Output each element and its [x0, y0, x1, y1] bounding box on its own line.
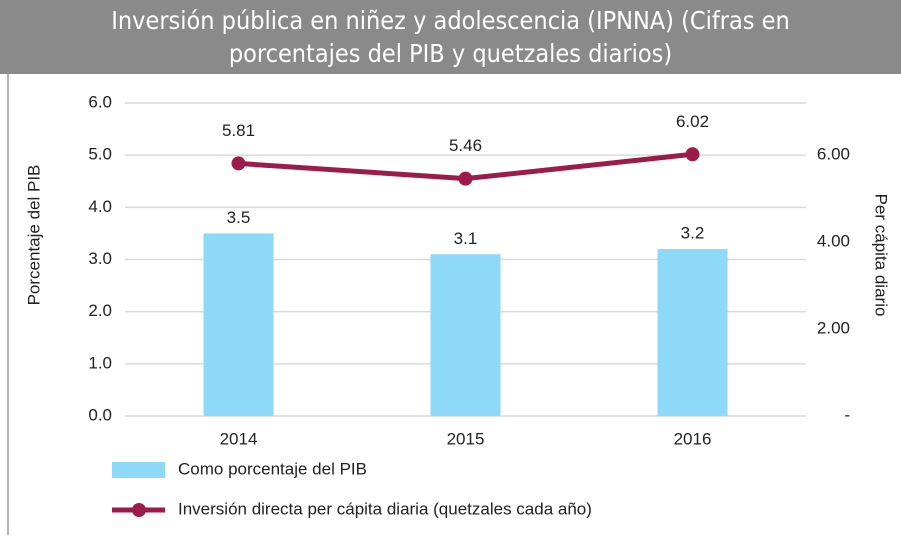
y2-tick-label: -: [844, 405, 850, 424]
bar: [657, 249, 728, 416]
y-tick-label: 0.0: [88, 405, 112, 424]
legend-swatch: [112, 462, 165, 478]
x-tick-label: 2016: [674, 429, 712, 448]
bar: [430, 254, 501, 416]
line-point: [685, 147, 700, 162]
y2-tick-label: 6.00: [817, 145, 850, 164]
y2-axis-label: Per cápita diario: [872, 194, 891, 317]
legend-label: Como porcentaje del PIB: [178, 459, 367, 478]
data-label: 6.02: [676, 112, 709, 131]
legend-swatch: [132, 503, 146, 517]
legend-label: Inversión directa per cápita diaria (que…: [178, 499, 592, 518]
data-label: 3.1: [454, 229, 478, 248]
data-label: 5.46: [449, 136, 482, 155]
y2-tick-label: 2.00: [817, 319, 850, 338]
y-tick-label: 6.0: [88, 92, 112, 111]
y-tick-label: 5.0: [88, 145, 112, 164]
data-label: 5.81: [222, 121, 255, 140]
y-axis-label: Porcentaje del PIB: [24, 165, 43, 306]
y-tick-label: 2.0: [88, 301, 112, 320]
x-tick-label: 2015: [447, 429, 485, 448]
y-tick-label: 3.0: [88, 249, 112, 268]
y-tick-label: 4.0: [88, 197, 112, 216]
data-label: 3.2: [681, 224, 705, 243]
chart-title: Inversión pública en niñez y adolescenci…: [0, 0, 901, 74]
data-label: 3.5: [227, 208, 251, 227]
y2-tick-label: 4.00: [817, 232, 850, 251]
bar: [203, 233, 274, 416]
line-point: [458, 171, 473, 186]
x-tick-label: 2014: [220, 429, 258, 448]
line-point: [231, 156, 246, 171]
y-tick-label: 1.0: [88, 353, 112, 372]
